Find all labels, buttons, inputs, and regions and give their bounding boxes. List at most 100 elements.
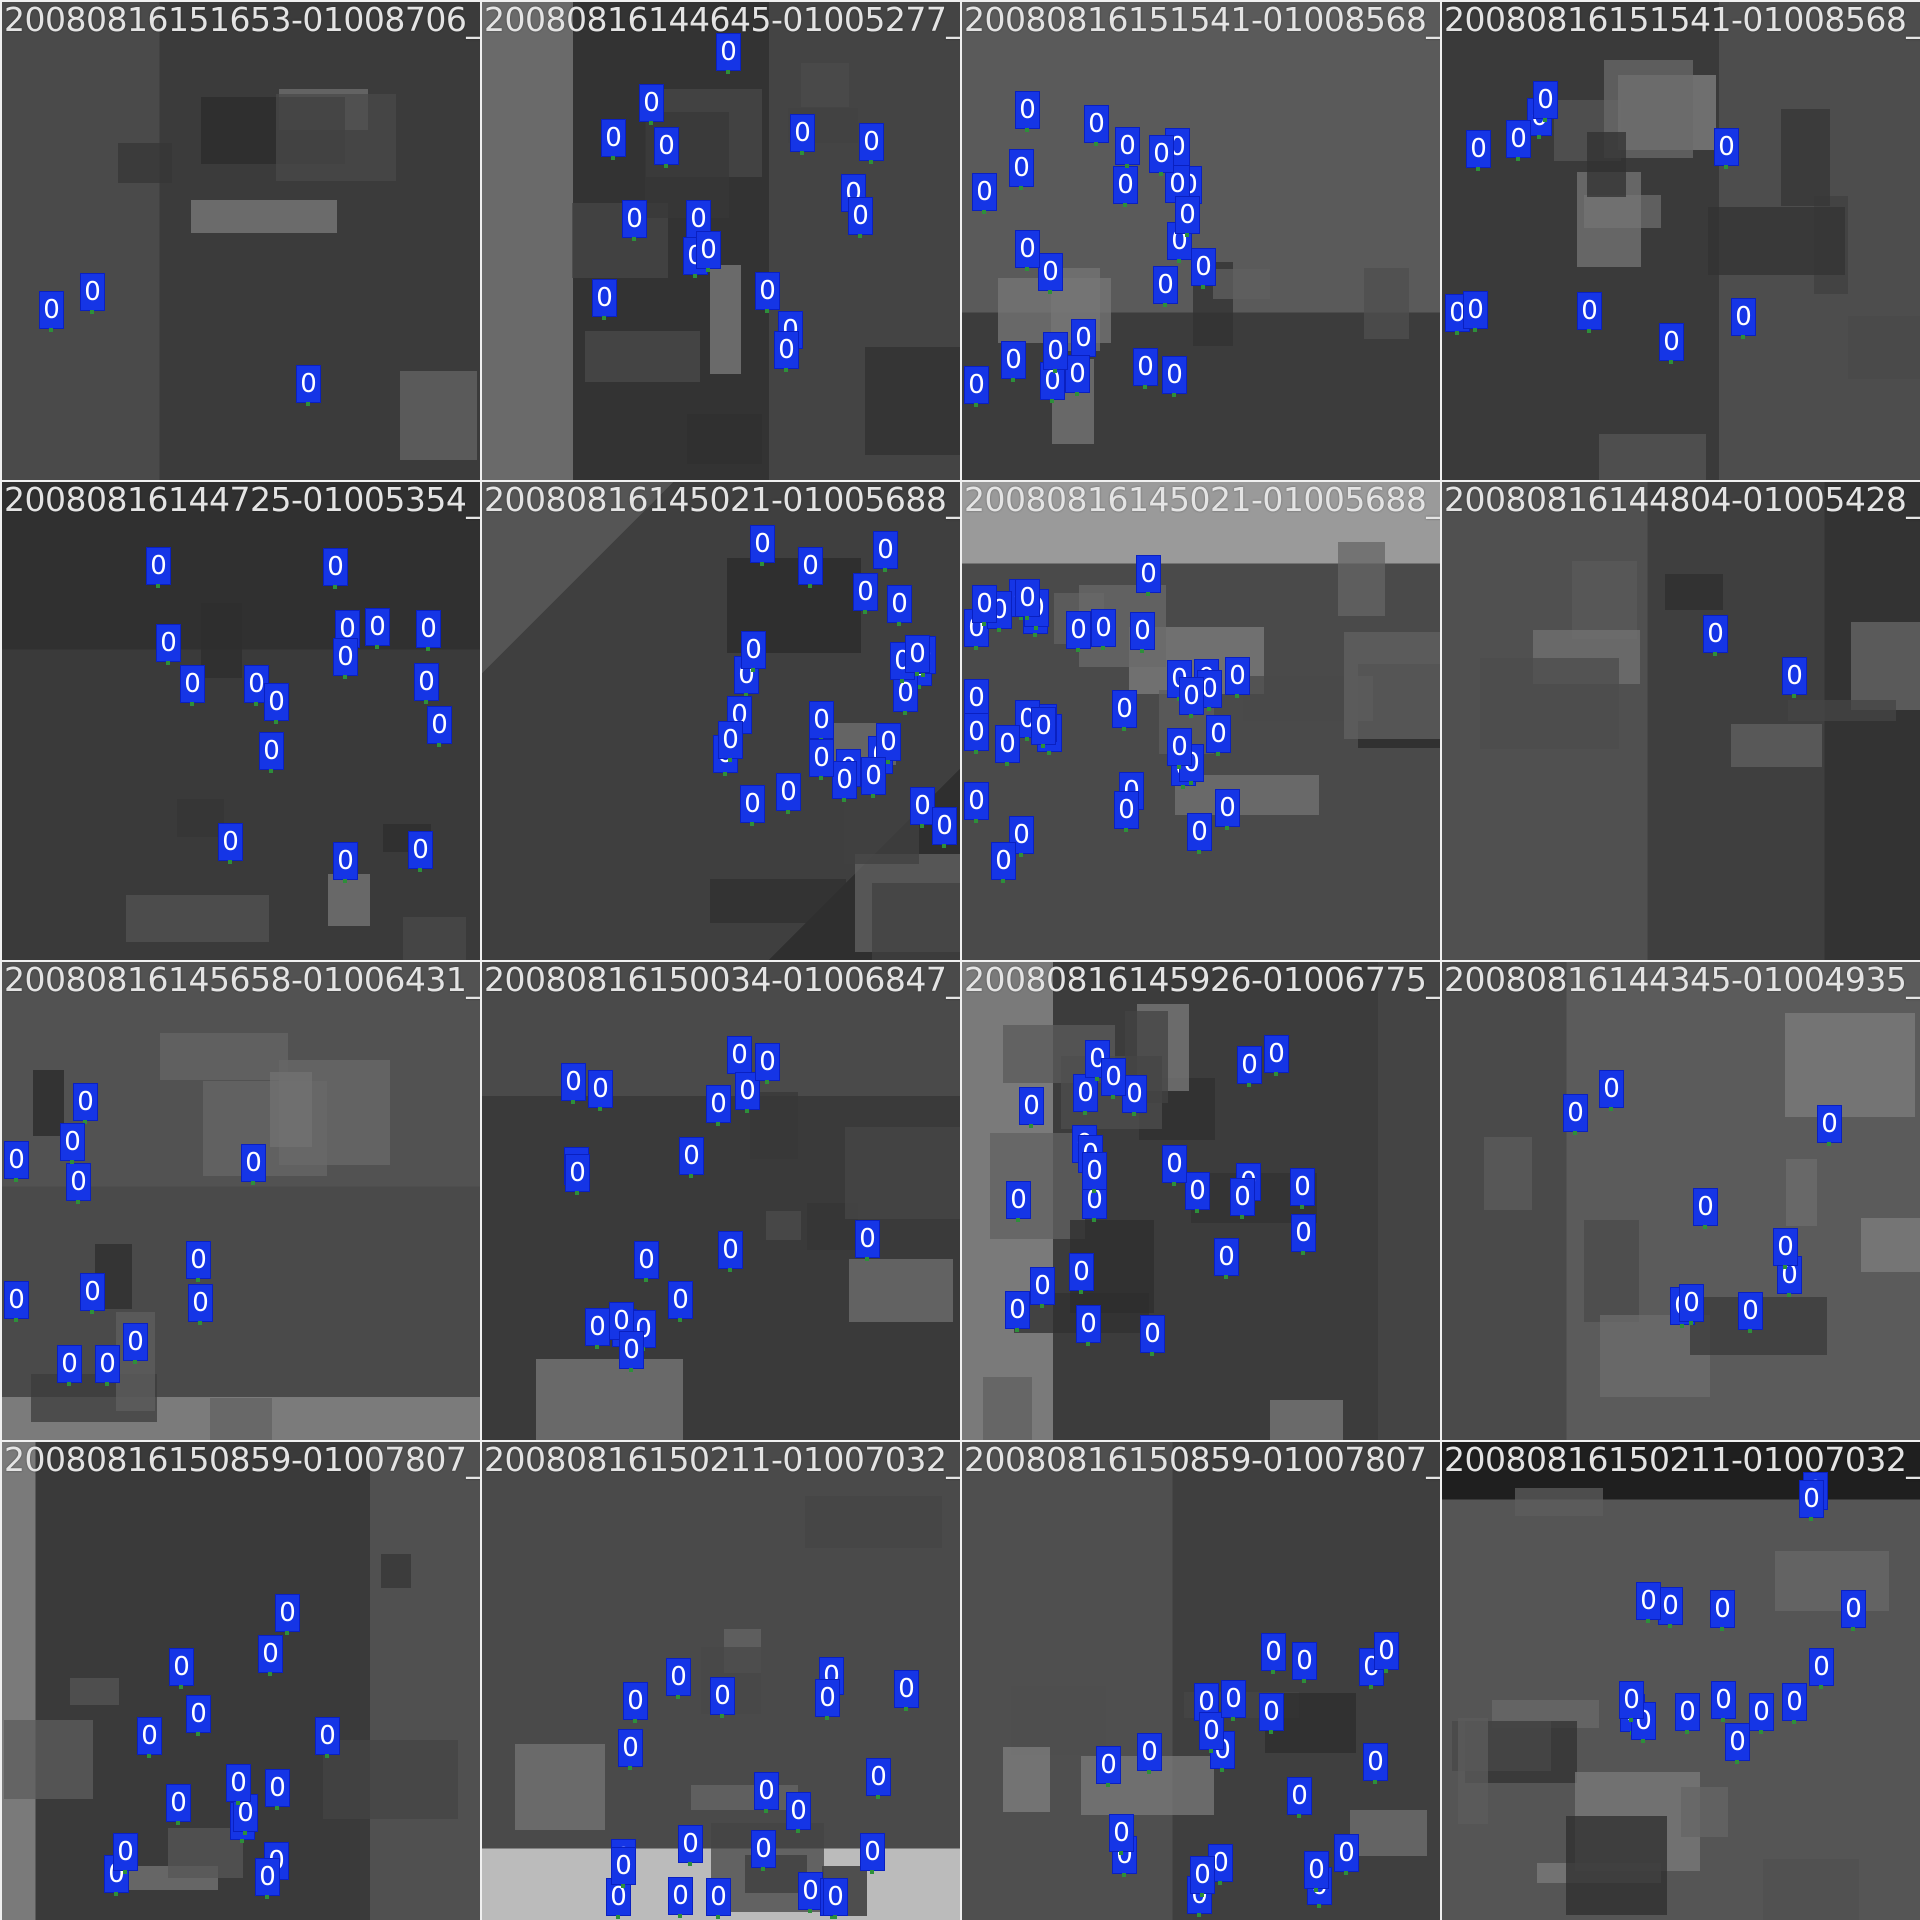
terrain-feature [1480, 658, 1619, 749]
detection-box: 0 [964, 679, 989, 720]
detection-box: 0 [1214, 1238, 1239, 1279]
detection-box: 0 [1115, 127, 1140, 168]
terrain-feature [1344, 632, 1440, 739]
terrain-feature [990, 1133, 1085, 1239]
terrain-feature [1484, 1137, 1532, 1210]
detection-box: 0 [1714, 128, 1739, 169]
terrain-feature [865, 347, 960, 455]
terrain-feature [710, 879, 846, 923]
detection-box: 0 [408, 831, 433, 872]
detection-box: 0 [1230, 1178, 1255, 1219]
detection-box: 0 [1725, 1723, 1750, 1764]
mosaic-tile: 20080816144345-01004935_7_8.jpg000000000 [1442, 962, 1920, 1440]
detection-box: 0 [1841, 1590, 1866, 1631]
detection-box: 0 [1179, 677, 1204, 718]
detection-box: 0 [1015, 91, 1040, 132]
tile-filename: 20080816145658-01006431_16_7.jpg [4, 962, 480, 999]
detection-box: 0 [1082, 1152, 1107, 1193]
detection-box: 0 [1636, 1582, 1661, 1623]
detection-box: 0 [561, 1063, 586, 1104]
detection-box: 0 [774, 331, 799, 372]
tile-filename: 20080816150211-01007032_21_3.jpg [484, 1442, 960, 1479]
detection-box: 0 [1001, 341, 1026, 382]
detection-box: 0 [1009, 816, 1034, 857]
mosaic-tile: 20080816145926-01006775_7_8.jpg000000000… [962, 962, 1440, 1440]
detection-box: 0 [1749, 1693, 1774, 1734]
mosaic-tile: 20080816145021-01005688_29_10.jpg0000000… [962, 482, 1440, 960]
tile-filename: 20080816150859-01007807_23_4.jpg [964, 1442, 1440, 1479]
detection-box: 0 [1175, 196, 1200, 237]
detection-box: 0 [611, 1847, 636, 1888]
terrain-feature [1350, 1810, 1427, 1856]
aerial-photo [1442, 482, 1920, 960]
aerial-photo [2, 2, 480, 480]
terrain-feature [270, 1072, 312, 1147]
detection-box: 0 [1009, 149, 1034, 190]
detection-box: 0 [861, 757, 886, 798]
detection-box: 0 [1133, 348, 1158, 389]
terrain-feature [70, 1678, 119, 1705]
terrain-feature [381, 1554, 411, 1588]
detection-box: 0 [718, 1231, 743, 1272]
terrain-feature [710, 265, 741, 374]
terrain-feature [323, 1740, 458, 1819]
detection-box: 0 [1190, 1856, 1215, 1897]
detection-box: 0 [169, 1648, 194, 1689]
detection-box: 0 [1292, 1642, 1317, 1683]
detection-box: 0 [4, 1281, 29, 1322]
detection-box: 0 [716, 33, 741, 74]
mosaic-tile: 20080816150034-01006847_21_4.jpg00000000… [482, 962, 960, 1440]
detection-box: 0 [873, 531, 898, 572]
terrain-feature [1708, 207, 1845, 275]
terrain-feature [872, 883, 960, 960]
detection-box: 0 [1290, 1168, 1315, 1209]
terrain-feature [849, 1259, 953, 1322]
detection-box: 0 [910, 787, 935, 828]
detection-box: 0 [639, 84, 664, 125]
detection-box: 0 [1782, 1683, 1807, 1724]
detection-box: 0 [776, 773, 801, 814]
detection-box: 0 [876, 723, 901, 764]
detection-box: 0 [333, 638, 358, 679]
detection-box: 0 [1466, 130, 1491, 171]
detection-box: 0 [1264, 1035, 1289, 1076]
detection-box: 0 [905, 635, 930, 676]
terrain-feature [191, 200, 337, 233]
detection-box: 0 [1259, 1693, 1284, 1734]
detection-box: 0 [123, 1323, 148, 1364]
detection-box: 0 [618, 1729, 643, 1770]
detection-box: 0 [592, 279, 617, 320]
terrain-feature [845, 1127, 960, 1219]
detection-box: 0 [427, 706, 452, 747]
detection-box: 0 [790, 114, 815, 155]
detection-box: 0 [166, 1784, 191, 1825]
tile-filename: 20080816145021-01005688_29_10.jpg [964, 482, 1440, 519]
aerial-photo [1442, 962, 1920, 1440]
detection-box: 0 [188, 1284, 213, 1325]
tile-filename: 20080816144645-01005277_10_6.jpg [484, 2, 960, 39]
detection-box: 0 [710, 1677, 735, 1718]
detection-box: 0 [1162, 1145, 1187, 1186]
detection-box: 0 [668, 1877, 693, 1918]
aerial-photo [2, 1442, 480, 1920]
detection-box: 0 [1237, 1046, 1262, 1087]
terrain-feature [687, 414, 762, 464]
terrain-feature [1566, 1816, 1667, 1915]
terrain-feature [1213, 269, 1270, 299]
detection-box: 0 [1225, 657, 1250, 698]
detection-box: 0 [964, 366, 989, 407]
mosaic-tile: 20080816145021-01005688_25_10.jpg0000000… [482, 482, 960, 960]
terrain-feature [1587, 132, 1626, 197]
detection-box: 0 [1101, 1058, 1126, 1099]
detection-box: 0 [1073, 1074, 1098, 1115]
detection-box: 0 [146, 547, 171, 588]
tile-filename: 20080816150859-01007807_29_8.jpg [4, 1442, 480, 1479]
terrain-feature [1458, 1718, 1488, 1824]
detection-box: 0 [798, 547, 823, 588]
detection-box: 0 [1030, 1267, 1055, 1308]
mosaic-tile: 20080816144725-01005354_22_8.jpg00000000… [2, 482, 480, 960]
aerial-photo [482, 2, 960, 480]
tile-filename: 20080816145021-01005688_25_10.jpg [484, 482, 960, 519]
terrain-feature [536, 1359, 683, 1440]
